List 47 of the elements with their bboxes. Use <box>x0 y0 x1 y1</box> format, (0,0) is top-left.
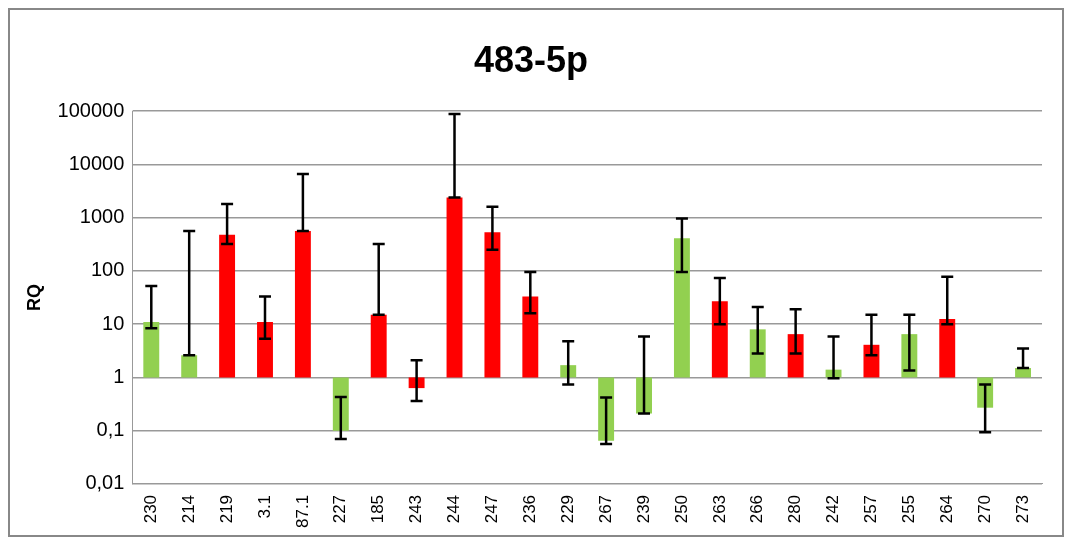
bar <box>332 377 349 431</box>
y-tick-label: 100000 <box>57 98 125 121</box>
bar <box>294 231 311 378</box>
bar <box>370 314 387 378</box>
x-tick-label: 236 <box>520 494 539 524</box>
bar <box>257 321 273 378</box>
x-tick-label: 230 <box>140 494 160 524</box>
x-tick-label: 3.1 <box>254 494 274 519</box>
bar <box>219 234 236 378</box>
bar <box>711 301 728 378</box>
x-tick-label: 270 <box>974 494 994 524</box>
x-tick-label: 264 <box>936 494 956 524</box>
x-tick-label: 243 <box>406 494 426 524</box>
x-tick-label: 257 <box>861 494 881 524</box>
x-tick-label: 239 <box>633 494 653 524</box>
x-tick-label: 250 <box>671 494 691 524</box>
y-tick-label: 100 <box>90 258 125 281</box>
x-tick-label: 267 <box>595 494 615 524</box>
bar <box>446 197 463 378</box>
y-tick-label: 1000 <box>79 205 125 228</box>
x-tick-label: 214 <box>178 494 198 524</box>
y-tick-label: 10000 <box>68 151 125 174</box>
y-tick-label: 10 <box>102 311 125 334</box>
chart-title: 483-5p <box>473 38 589 80</box>
x-tick-label: 247 <box>482 494 502 524</box>
x-tick-label: 229 <box>557 494 577 524</box>
x-tick-label: 242 <box>823 494 843 524</box>
y-axis-title: RQ <box>23 284 44 312</box>
bar <box>673 238 690 378</box>
x-tick-label: 255 <box>899 494 919 524</box>
x-tick-label: 280 <box>785 494 805 524</box>
x-tick-label: 263 <box>709 494 729 524</box>
x-tick-label: 185 <box>368 494 388 524</box>
x-tick-label: 219 <box>216 494 236 524</box>
x-tick-label: 87.1 <box>292 494 312 529</box>
bar <box>939 319 956 378</box>
x-tick-label: 273 <box>1012 494 1032 524</box>
y-tick-label: 1 <box>113 364 125 387</box>
bar <box>522 296 539 378</box>
x-tick-label: 266 <box>747 494 767 524</box>
bar <box>181 355 198 378</box>
bar <box>143 321 160 378</box>
x-tick-label: 227 <box>330 494 350 524</box>
x-tick-label: 244 <box>444 494 464 524</box>
bar <box>484 232 501 378</box>
y-tick-label: 0,01 <box>85 471 125 494</box>
y-tick-label: 0,1 <box>96 418 125 441</box>
